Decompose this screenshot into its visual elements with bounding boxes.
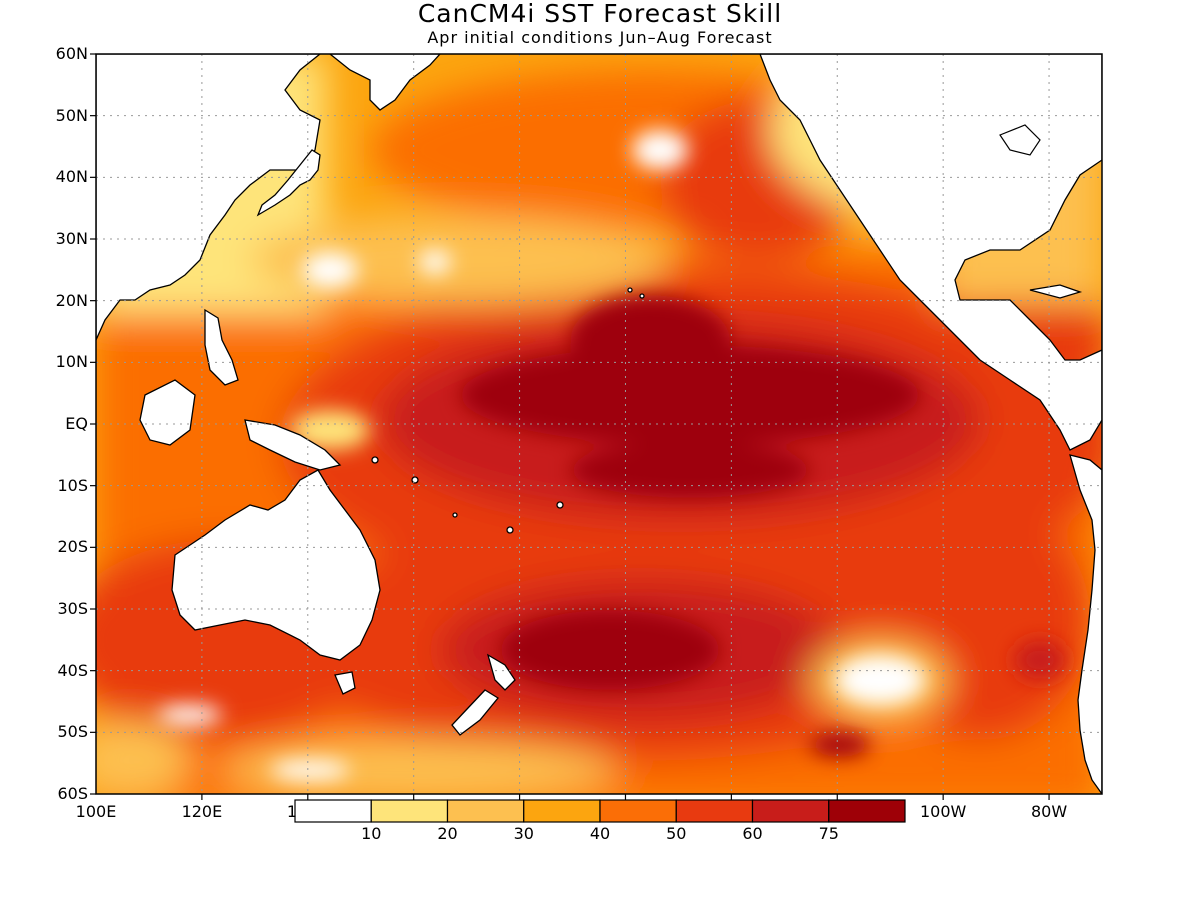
graticule [96, 54, 1102, 794]
colorbar-swatch [294, 799, 372, 823]
lat-label: 30N [55, 229, 88, 248]
lat-label: 50N [55, 105, 88, 125]
skill-field [96, 54, 1102, 794]
colorbar-swatch [751, 799, 830, 823]
lon-label: 120E [181, 802, 223, 821]
coastlines [96, 54, 1102, 794]
colorbar-swatch [523, 799, 601, 823]
colorbar-first-label: 1 [286, 802, 297, 821]
colorbar-swatch [599, 799, 677, 823]
colorbar-swatch [828, 799, 906, 823]
colorbar-label: 60 [742, 824, 763, 843]
colorbar [294, 799, 906, 823]
lat-label: 20S [57, 537, 88, 557]
colorbar-label: 50 [666, 824, 687, 843]
colorbar-label: 20 [437, 824, 458, 843]
lon-label: 80W [1030, 802, 1068, 821]
lat-label: 10N [55, 352, 88, 372]
lat-label: 40S [57, 660, 88, 680]
lat-label: 30S [57, 599, 88, 618]
colorbar-label: 30 [513, 824, 534, 843]
map-subtitle: Apr initial conditions Jun–Aug Forecast [427, 28, 773, 47]
lat-label: 20N [55, 290, 88, 310]
colorbar-swatch [370, 799, 449, 823]
lat-label: 40N [55, 167, 88, 187]
lon-label: 100W [919, 802, 967, 821]
lat-label: 60S [57, 784, 88, 803]
lat-label: EQ [65, 414, 88, 433]
colorbar-swatch [446, 799, 525, 823]
colorbar-label: 10 [361, 824, 382, 843]
lon-label: 100E [75, 802, 117, 821]
colorbar-label: 40 [589, 824, 611, 843]
lat-label: 50S [57, 722, 88, 742]
colorbar-label: 75 [818, 824, 839, 843]
lat-label: 60N [55, 44, 88, 63]
colorbar-swatch [675, 799, 754, 823]
lat-label: 10S [57, 475, 88, 495]
map-title: CanCM4i SST Forecast Skill [417, 0, 783, 28]
